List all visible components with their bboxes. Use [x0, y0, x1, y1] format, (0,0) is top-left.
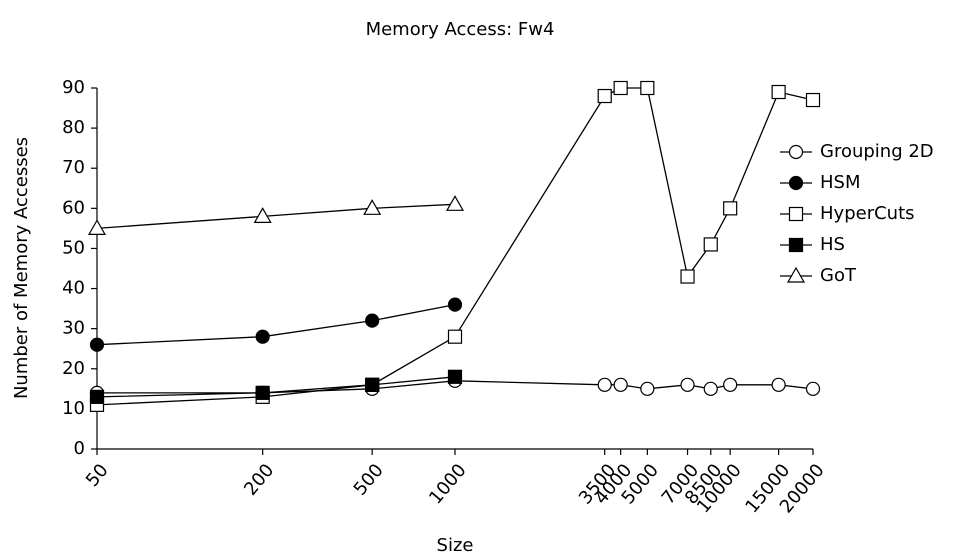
data-point [363, 199, 382, 215]
legend-marker [788, 144, 804, 160]
data-point [771, 84, 786, 100]
data-point [89, 337, 105, 352]
series-line [96, 87, 814, 406]
data-point [703, 237, 718, 252]
legend-label: GoT [820, 265, 857, 286]
data-point [703, 381, 718, 396]
data-point [613, 80, 628, 96]
y-tick-label: 20 [62, 358, 85, 379]
data-point [445, 195, 465, 211]
data-point [89, 389, 105, 404]
data-point [640, 80, 655, 96]
data-point [680, 269, 695, 284]
data-point [597, 88, 612, 104]
chart-title: Memory Access: Fw4 [366, 19, 555, 40]
data-point [447, 369, 463, 384]
x-tick-label: 50 [82, 460, 113, 491]
y-tick-label: 50 [62, 237, 85, 258]
data-point [640, 381, 655, 396]
data-point [723, 201, 738, 216]
legend-label: HS [820, 234, 845, 255]
y-tick-label: 90 [62, 77, 85, 98]
data-point [255, 385, 270, 400]
x-tick-label: 500 [350, 460, 388, 500]
legend-label: HSM [820, 172, 861, 193]
data-point [253, 207, 272, 223]
legend-marker [788, 237, 804, 253]
data-point [597, 377, 612, 392]
y-tick-label: 60 [62, 197, 85, 218]
y-tick-label: 30 [62, 318, 85, 339]
data-point [365, 377, 380, 392]
y-tick-label: 0 [74, 438, 85, 459]
y-axis-label: Number of Memory Accesses [11, 137, 32, 399]
data-point [447, 297, 463, 312]
data-point [613, 377, 628, 392]
series-line [97, 380, 814, 394]
data-point [365, 313, 380, 328]
series-line [96, 303, 456, 346]
data-point [723, 377, 738, 392]
data-point [447, 329, 463, 344]
legend-label: Grouping 2D [820, 141, 934, 162]
data-point [771, 377, 786, 392]
data-point [805, 381, 821, 396]
x-tick-label: 200 [240, 460, 278, 500]
x-tick-label: 1000 [425, 460, 471, 509]
y-tick-label: 70 [62, 157, 85, 178]
y-tick-label: 40 [62, 278, 85, 299]
x-axis-label: Size [437, 535, 474, 556]
legend-marker [788, 206, 804, 222]
series-line [96, 376, 456, 398]
series-line [96, 203, 456, 230]
legend-label: HyperCuts [820, 203, 915, 224]
legend-marker [786, 266, 806, 283]
data-point [255, 329, 270, 344]
legend-marker [788, 175, 804, 191]
y-tick-label: 80 [62, 117, 85, 138]
data-point [680, 377, 695, 392]
data-point [87, 219, 107, 235]
data-point [805, 92, 821, 108]
y-tick-label: 10 [62, 398, 85, 419]
